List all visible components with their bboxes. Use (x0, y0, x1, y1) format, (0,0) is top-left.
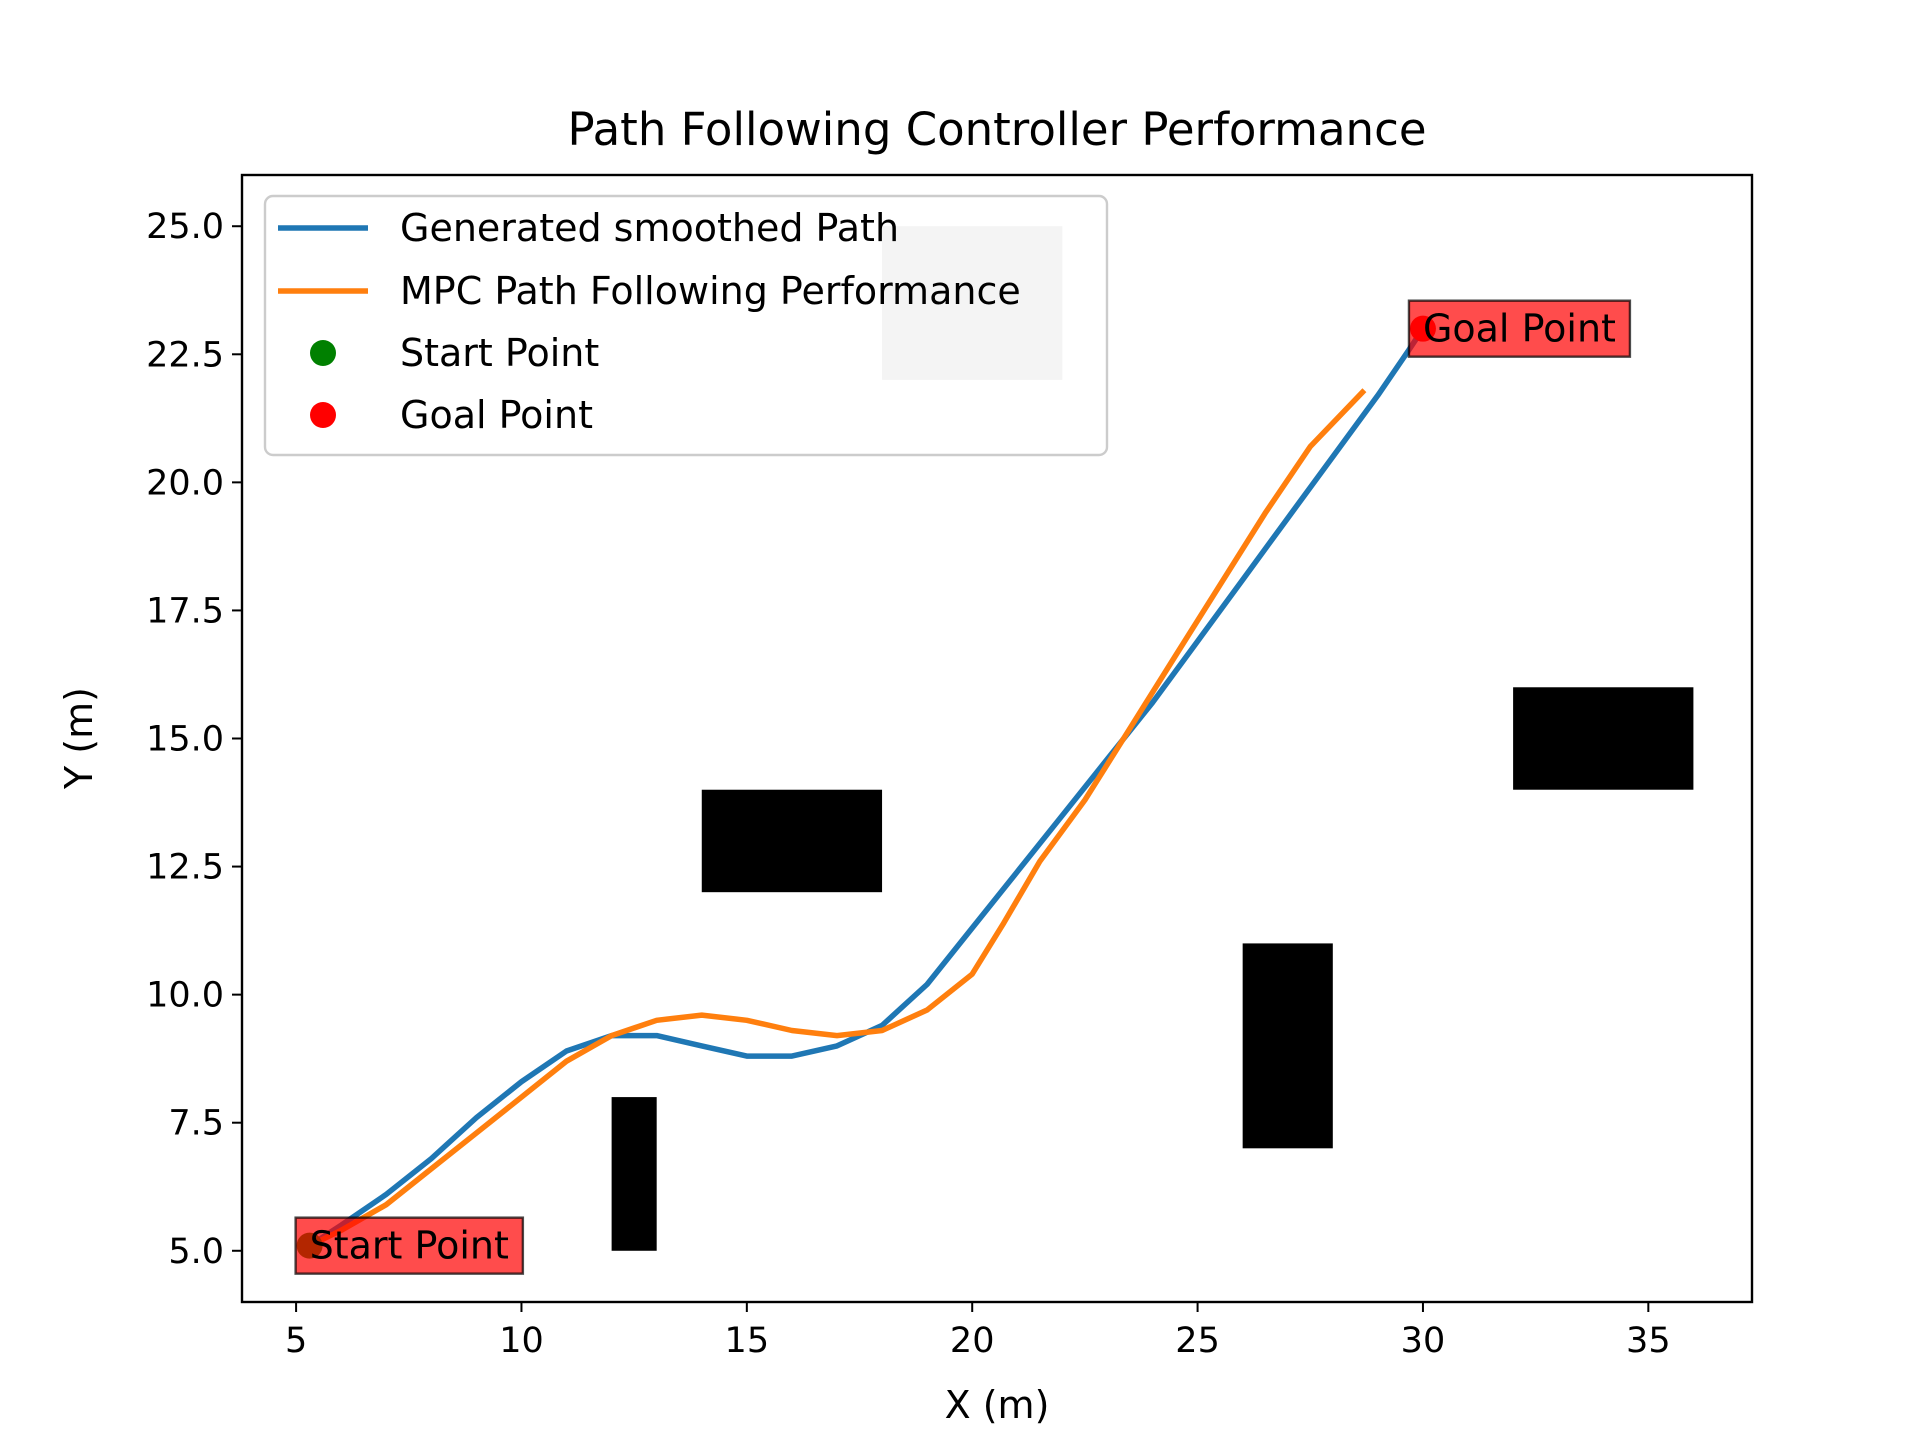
legend-label-start-point: Start Point (400, 331, 599, 375)
legend: Generated smoothed Path MPC Path Followi… (263, 194, 1109, 457)
obstacle-2 (701, 789, 883, 893)
y-tick-label: 10.0 (146, 976, 224, 1016)
x-axis-label: X (m) (945, 1383, 1050, 1427)
x-tick-label: 30 (1401, 1321, 1446, 1361)
x-tick-label: 35 (1626, 1321, 1671, 1361)
smoothed-path-line (308, 327, 1426, 1249)
annotation-start: Start Point (294, 1216, 525, 1275)
legend-marker-start-point (310, 340, 336, 366)
x-tick-label: 5 (285, 1321, 307, 1361)
y-tick-label: 5.0 (168, 1232, 224, 1272)
mpc-path-line (308, 388, 1367, 1249)
annotation-box-start (294, 1216, 525, 1275)
y-tick-label: 25.0 (146, 207, 224, 247)
legend-label-mpc-path: MPC Path Following Performance (400, 269, 1021, 313)
annotations-layer: Start Point Goal Point (294, 299, 1632, 1275)
legend-label-goal-point: Goal Point (400, 393, 593, 437)
y-axis-label: Y (m) (57, 687, 101, 790)
annotation-label-goal: Goal Point (1423, 307, 1616, 351)
x-tick-label: 15 (725, 1321, 770, 1361)
legend-label-smoothed-path: Generated smoothed Path (400, 206, 899, 250)
obstacle-3 (1242, 943, 1333, 1149)
x-tick-label: 20 (950, 1321, 995, 1361)
y-tick-label: 12.5 (146, 848, 224, 888)
y-axis-ticks: 5.0 7.5 10.0 12.5 15.0 17.5 20.0 22.5 25.0 (146, 207, 242, 1272)
x-axis-ticks: 5 10 15 20 25 30 35 (285, 1302, 1671, 1361)
x-tick-label: 25 (1175, 1321, 1220, 1361)
legend-box (263, 194, 1109, 457)
obstacle-4 (1513, 687, 1694, 790)
y-tick-label: 20.0 (146, 463, 224, 503)
y-tick-label: 15.0 (146, 720, 224, 760)
lines-layer (308, 327, 1426, 1249)
annotation-label-start: Start Point (310, 1224, 509, 1268)
chart-title: Path Following Controller Performance (567, 103, 1426, 156)
annotation-box-goal (1407, 299, 1632, 358)
y-tick-label: 7.5 (168, 1104, 224, 1144)
legend-marker-goal-point (310, 402, 336, 428)
obstacle-1 (611, 1097, 657, 1251)
x-tick-label: 10 (499, 1321, 544, 1361)
y-tick-label: 22.5 (146, 335, 224, 375)
annotation-goal: Goal Point (1407, 299, 1632, 358)
y-tick-label: 17.5 (146, 591, 224, 631)
